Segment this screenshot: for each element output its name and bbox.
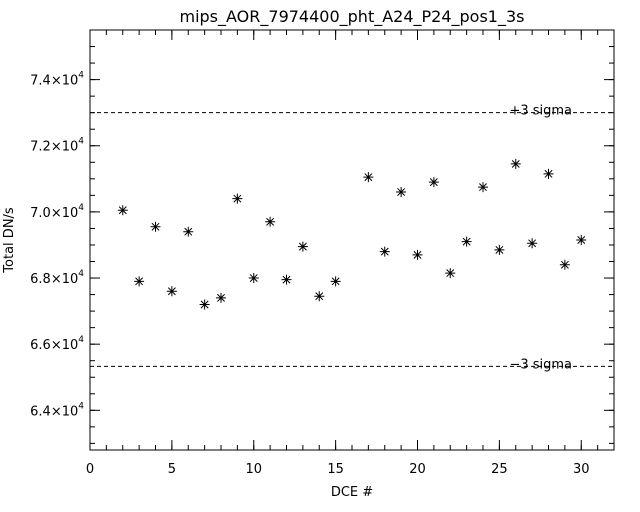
data-point (461, 236, 472, 247)
data-point (559, 259, 570, 270)
data-point (248, 273, 259, 284)
data-point (265, 216, 276, 227)
data-point (281, 274, 292, 285)
data-points (117, 158, 587, 310)
y-axis-label: Total DN/s (2, 207, 17, 274)
x-tick-labels: 0 5 10 15 20 25 30 (86, 462, 590, 477)
data-point (314, 291, 325, 302)
data-point (445, 268, 456, 279)
axis-ticks (89, 29, 615, 450)
data-point (576, 235, 587, 245)
y-tick-labels: 6.4×104 6.6×104 6.8×104 7.0×104 7.2×104 7.4×1… (30, 71, 84, 420)
data-point (527, 238, 538, 249)
data-point (166, 286, 177, 297)
data-point (510, 158, 521, 169)
data-point (396, 187, 407, 198)
data-point (183, 226, 194, 237)
x-tick-label: 10 (245, 462, 262, 477)
x-tick-label: 20 (409, 462, 426, 477)
y-tick-label: 6.4×104 (30, 401, 84, 419)
y-tick-label: 6.8×104 (30, 269, 84, 287)
data-point (379, 246, 390, 257)
data-point (543, 168, 554, 179)
data-point (478, 182, 488, 193)
data-point (232, 193, 243, 204)
x-tick-label: 5 (168, 462, 176, 477)
y-tick-label: 7.4×104 (30, 71, 84, 89)
data-point (199, 299, 210, 310)
data-point (363, 172, 374, 183)
data-point (134, 276, 145, 287)
data-point (428, 177, 439, 188)
x-tick-label: 25 (491, 462, 508, 477)
y-tick-label: 6.6×104 (30, 335, 84, 353)
x-axis-label: DCE # (331, 485, 373, 500)
sigma-label: +3 sigma (509, 104, 572, 119)
x-tick-label: 30 (573, 462, 590, 477)
sigma-lines: +3 sigma −3 sigma (90, 104, 614, 372)
data-point (117, 205, 128, 216)
sigma-label: −3 sigma (509, 357, 572, 372)
data-point (216, 292, 226, 303)
y-tick-label: 7.0×104 (30, 203, 84, 221)
data-point (297, 241, 308, 252)
x-tick-label: 15 (327, 462, 344, 477)
x-tick-label: 0 (86, 462, 94, 477)
data-point (150, 221, 161, 232)
chart-title: mips_AOR_7974400_pht_A24_P24_pos1_3s (179, 7, 524, 27)
y-tick-label: 7.2×104 (30, 137, 84, 155)
data-point (330, 276, 341, 287)
data-point (494, 244, 505, 255)
data-point (412, 249, 423, 260)
